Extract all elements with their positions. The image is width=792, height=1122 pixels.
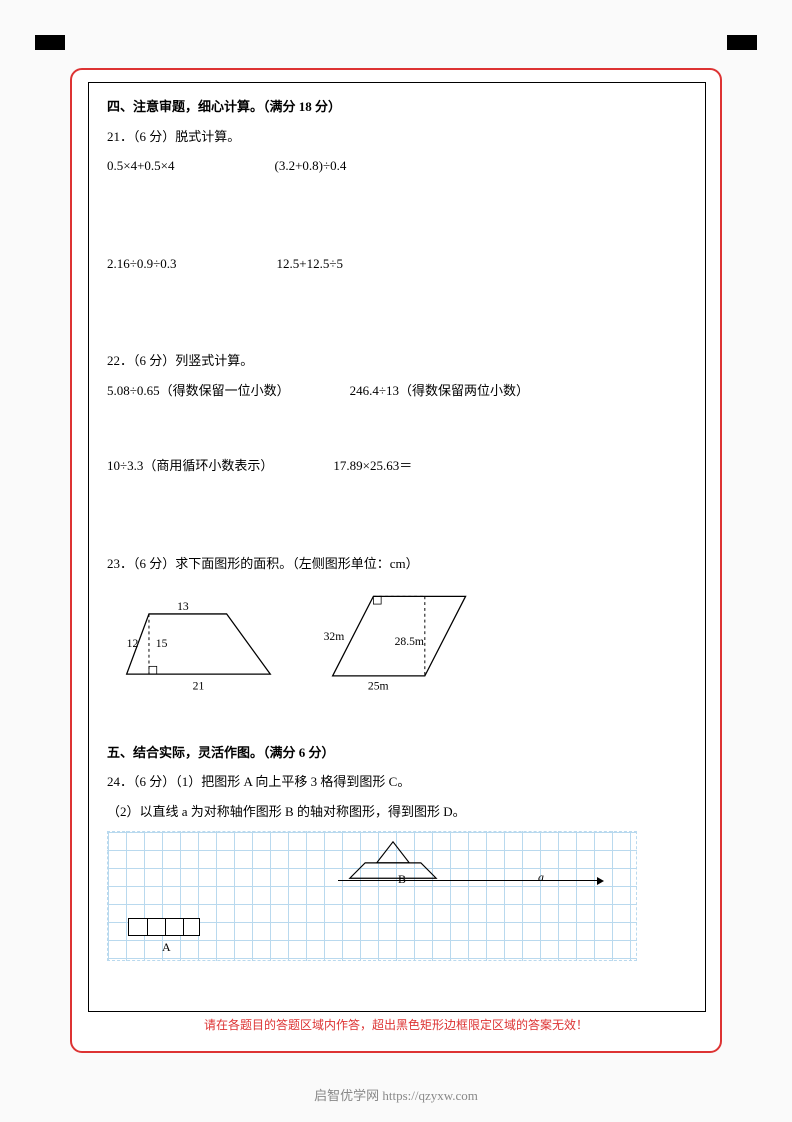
crop-mark-top-left [35,35,65,50]
section-4-title: 四、注意审题，细心计算。（满分 18 分） [107,97,687,117]
page-bottom-source: 启智优学网 https://qzyxw.com [0,1085,792,1104]
shape-a-label: A [162,938,171,956]
shape-a-rect [128,918,200,936]
trapezoid-svg: 13 21 12 15 [115,595,280,695]
q21-expr-2a: 2.16÷0.9÷0.3 [107,254,177,274]
q24-line1: 24．（6 分）（1）把图形 A 向上平移 3 格得到图形 C。 [107,772,687,792]
ship-shape-b [338,836,448,884]
q21-expr-2b: 12.5+12.5÷5 [277,254,343,274]
para-left-label: 32m [324,630,345,643]
trap-left-label: 12 [127,637,139,650]
bottom-text-a: 启智优学网 [314,1088,382,1103]
trap-bottom-label: 21 [193,680,205,693]
grid-drawing-area: B a A [107,831,637,961]
footer-warning: 请在各题目的答题区域内作答，超出黑色矩形边框限定区域的答案无效！ [72,1016,720,1033]
trapezoid-figure: 13 21 12 15 [115,595,280,701]
answer-sheet-frame: 四、注意审题，细心计算。（满分 18 分） 21．（6 分）脱式计算。 0.5×… [70,68,722,1053]
bottom-text-b: https://qzyxw.com [382,1088,478,1103]
para-height-label: 28.5m [395,635,424,648]
q21-header: 21．（6 分）脱式计算。 [107,127,687,147]
parallelogram-figure: 32m 28.5m 25m [320,585,485,701]
axis-a-label: a [538,868,544,886]
q22-expr-2b: 17.89×25.63＝ [333,456,412,476]
q23-header: 23．（6 分）求下面图形的面积。（左侧图形单位：cm） [107,554,687,574]
q21-row1: 0.5×4+0.5×4 (3.2+0.8)÷0.4 [107,156,687,176]
q22-header: 22．（6 分）列竖式计算。 [107,351,687,371]
q22-row1: 5.08÷0.65（得数保留一位小数） 246.4÷13（得数保留两位小数） [107,381,687,401]
parallelogram-svg: 32m 28.5m 25m [320,585,485,695]
q24-line2: （2）以直线 a 为对称轴作图形 B 的轴对称图形，得到图形 D。 [107,802,687,822]
q22-expr-1a: 5.08÷0.65（得数保留一位小数） [107,381,290,401]
trap-top-label: 13 [177,600,189,613]
q22-expr-1b: 246.4÷13（得数保留两位小数） [350,381,529,401]
shape-b-label: B [398,870,406,888]
q21-expr-1b: (3.2+0.8)÷0.4 [275,156,347,176]
axis-a-line [338,880,598,881]
q21-expr-1a: 0.5×4+0.5×4 [107,156,175,176]
section-5-title: 五、结合实际，灵活作图。（满分 6 分） [107,743,687,763]
q22-expr-2a: 10÷3.3（商用循环小数表示） [107,456,273,476]
q21-row2: 2.16÷0.9÷0.3 12.5+12.5÷5 [107,254,687,274]
q22-row2: 10÷3.3（商用循环小数表示） 17.89×25.63＝ [107,456,687,476]
crop-mark-top-right [727,35,757,50]
para-base-label: 25m [368,680,389,693]
q23-figures: 13 21 12 15 32m 28.5m 25m [115,585,687,701]
content-box: 四、注意审题，细心计算。（满分 18 分） 21．（6 分）脱式计算。 0.5×… [88,82,706,1012]
trap-height-label: 15 [156,637,168,650]
